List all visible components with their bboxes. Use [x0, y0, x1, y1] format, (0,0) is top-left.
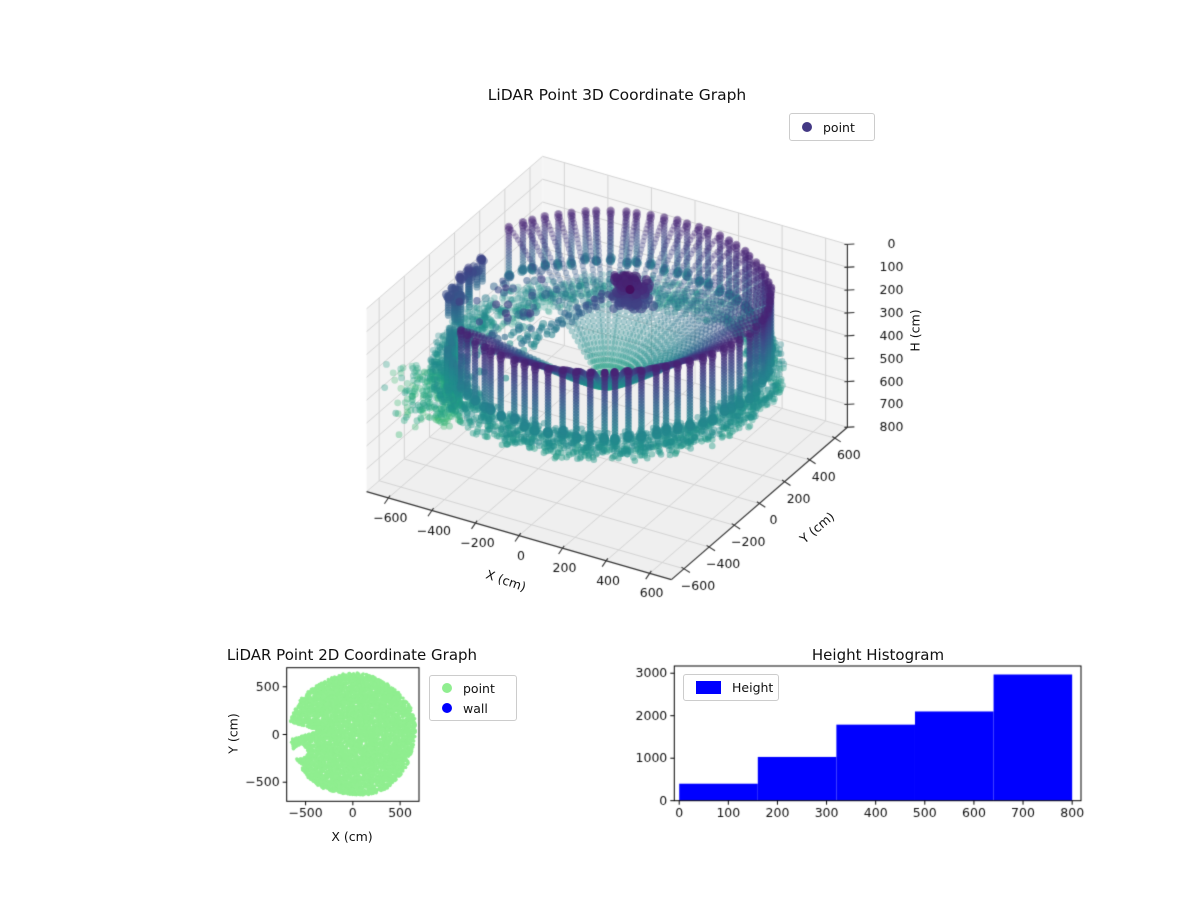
plot-3d-canvas [300, 130, 980, 650]
legend-row-point: point [790, 117, 874, 138]
legend-row-wall: wall [430, 698, 516, 718]
legend-label-wall: wall [463, 700, 488, 716]
plot-2d-canvas [190, 640, 540, 855]
histogram-legend: Height [683, 674, 779, 701]
legend-row-height: Height [684, 677, 778, 698]
plot-2d-legend: point wall [429, 675, 517, 721]
wall-legend-marker-icon [442, 703, 452, 713]
point-legend-marker-icon [802, 122, 812, 132]
plot-3d-zaxis-label: H (cm) [907, 309, 923, 352]
histogram-title: Height Histogram [811, 646, 945, 664]
plot-3d-legend: point [789, 113, 875, 141]
height-legend-swatch-icon [696, 681, 721, 694]
plot-2d-title: LiDAR Point 2D Coordinate Graph [226, 646, 478, 664]
plot-histogram-canvas [600, 640, 1100, 855]
point-legend-marker-icon [442, 683, 452, 693]
plot-3d-title: LiDAR Point 3D Coordinate Graph [487, 86, 747, 104]
plot-2d-xaxis-label: X (cm) [331, 829, 373, 844]
legend-label-height: Height [732, 680, 774, 695]
legend-label-point: point [463, 680, 495, 696]
plot-2d-yaxis-label: Y (cm) [225, 713, 241, 754]
legend-row-point: point [430, 678, 516, 698]
legend-label-point: point [823, 119, 855, 135]
